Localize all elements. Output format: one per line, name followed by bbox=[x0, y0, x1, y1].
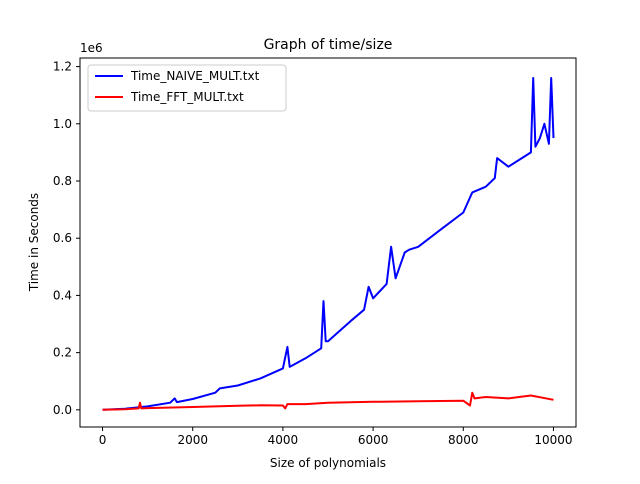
x-tick-label: 4000 bbox=[268, 433, 299, 447]
y-tick-label: 0.2 bbox=[53, 346, 72, 360]
y-tick-label: 0.8 bbox=[53, 174, 72, 188]
chart-title: Graph of time/size bbox=[264, 37, 393, 53]
axes-frame bbox=[79, 57, 577, 428]
y-tick-label: 1.2 bbox=[53, 60, 72, 74]
legend-label: Time_NAIVE_MULT.txt bbox=[130, 69, 260, 83]
x-axis-label: Size of polynomials bbox=[270, 456, 386, 470]
series-line-naive bbox=[102, 77, 555, 411]
x-tick-label: 6000 bbox=[358, 433, 389, 447]
y-tick-label: 1.0 bbox=[53, 117, 72, 131]
y-axis-label: Time in Seconds bbox=[27, 193, 41, 292]
y-tick-label: 0.6 bbox=[53, 231, 72, 245]
y-tick-label: 0.0 bbox=[53, 403, 72, 417]
legend-box bbox=[87, 64, 287, 112]
plot-area bbox=[102, 77, 555, 411]
y-tick-label: 0.4 bbox=[53, 288, 72, 302]
x-tick-label: 10000 bbox=[534, 433, 572, 447]
legend: Time_NAIVE_MULT.txt Time_FFT_MULT.txt bbox=[87, 64, 287, 112]
y-offset-label: 1e6 bbox=[80, 41, 103, 55]
x-tick-label: 8000 bbox=[448, 433, 479, 447]
legend-label: Time_FFT_MULT.txt bbox=[130, 90, 244, 104]
x-tick-label: 2000 bbox=[177, 433, 208, 447]
ticks: 0 2000 4000 6000 8000 10000 0.0 0.2 0.4 0.6 0.8 1.0… bbox=[53, 60, 573, 447]
series-line-fft bbox=[102, 391, 554, 411]
x-tick-label: 0 bbox=[99, 433, 107, 447]
